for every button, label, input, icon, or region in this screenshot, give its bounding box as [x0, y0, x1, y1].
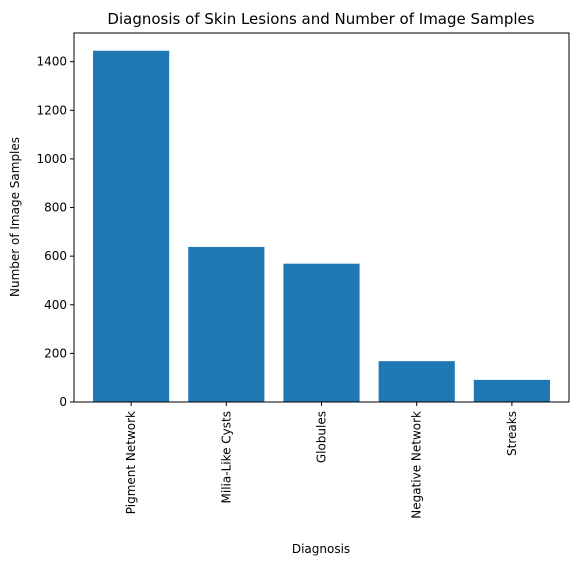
y-tick-label: 200: [44, 346, 67, 360]
x-tick-label: Negative Network: [410, 411, 424, 519]
x-tick-label: Milia-Like Cysts: [219, 411, 233, 503]
y-tick-label: 1000: [36, 152, 67, 166]
x-tick-label: Globules: [315, 411, 329, 463]
y-tick-label: 1400: [36, 55, 67, 69]
y-axis: 0 200 400 600 800 1000 1200 1400: [36, 55, 74, 409]
y-tick-label: 0: [59, 395, 67, 409]
plot-frame: [73, 32, 570, 403]
x-axis: Pigment Network Milia-Like Cysts Globules N…: [124, 402, 519, 519]
bar-2: [283, 263, 360, 402]
bars-group: [93, 50, 550, 403]
x-tick-label: Pigment Network: [124, 411, 138, 514]
y-axis-label: Number of Image Samples: [8, 137, 22, 297]
bar-4: [473, 379, 550, 402]
bar-3: [378, 361, 455, 402]
y-tick-label: 600: [44, 249, 67, 263]
y-tick-label: 1200: [36, 103, 67, 117]
chart-title: Diagnosis of Skin Lesions and Number of …: [107, 10, 534, 28]
y-tick-label: 800: [44, 201, 67, 215]
bar-0: [93, 50, 170, 403]
bar-1: [188, 246, 265, 402]
y-tick-label: 400: [44, 298, 67, 312]
x-tick-label: Streaks: [505, 411, 519, 456]
x-axis-label: Diagnosis: [292, 542, 350, 556]
